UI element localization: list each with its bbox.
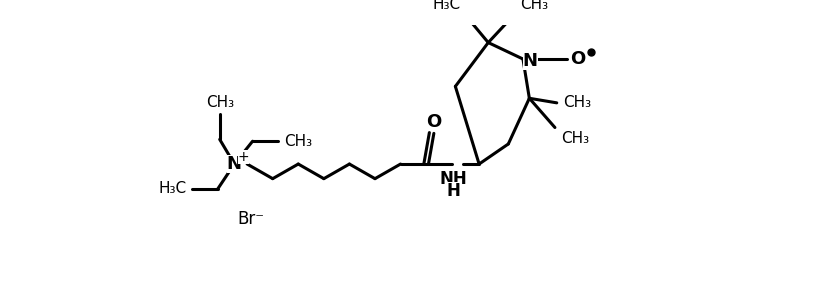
Text: CH₃: CH₃	[206, 95, 234, 110]
Text: N: N	[523, 52, 537, 70]
Text: N: N	[227, 155, 241, 173]
Text: +: +	[237, 150, 250, 164]
Text: CH₃: CH₃	[520, 0, 548, 12]
Text: CH₃: CH₃	[285, 134, 312, 149]
Text: CH₃: CH₃	[561, 131, 589, 146]
Text: H: H	[446, 182, 460, 200]
Text: O: O	[426, 113, 441, 131]
Text: NH: NH	[440, 170, 467, 188]
Text: CH₃: CH₃	[563, 95, 591, 110]
Text: O: O	[570, 50, 585, 68]
Text: H₃C: H₃C	[433, 0, 460, 12]
Text: H₃C: H₃C	[159, 181, 186, 196]
Text: Br⁻: Br⁻	[237, 210, 264, 228]
